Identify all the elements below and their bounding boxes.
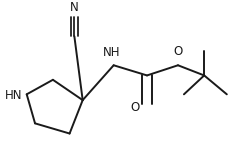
Text: O: O bbox=[173, 45, 182, 58]
Text: N: N bbox=[70, 1, 79, 15]
Text: HN: HN bbox=[4, 89, 22, 102]
Text: NH: NH bbox=[103, 46, 120, 59]
Text: O: O bbox=[131, 101, 140, 114]
